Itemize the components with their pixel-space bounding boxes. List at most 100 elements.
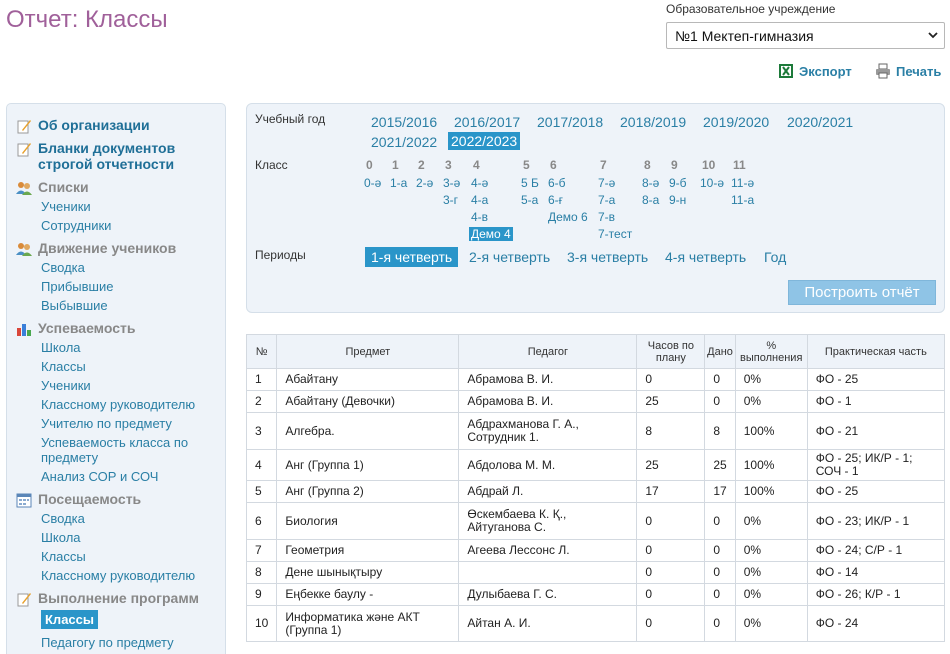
sidebar-category-forms[interactable]: Бланки документов строгой отчетности (16, 140, 216, 172)
sidebar-category-organization[interactable]: Об организации (16, 117, 150, 134)
class-option[interactable]: 5-а (521, 193, 539, 207)
sidebar-item-staff[interactable]: Сотрудники (41, 218, 112, 233)
class-option[interactable]: 7-а (598, 193, 616, 207)
class-option[interactable]: 9-н (669, 193, 687, 207)
grade-header: 5 (523, 158, 530, 172)
class-option[interactable]: 9-б (669, 176, 687, 190)
table-cell: Абрамова В. И. (458, 390, 638, 413)
sidebar: Об организации Бланки документов строгой… (6, 103, 226, 654)
period-option-selected[interactable]: 1-я четверть (365, 247, 459, 267)
table-row: 2 Абайтану (Девочки) Абрамова В. И. 25 0 0% ФО… (245, 390, 946, 413)
table-cell: ФО - 24; С/Р - 1 (806, 539, 946, 562)
sidebar-item-left[interactable]: Выбывшие (41, 298, 108, 313)
table-cell: ФО - 26; К/Р - 1 (806, 583, 946, 606)
class-option-selected[interactable]: Демо 4 (469, 227, 513, 241)
year-option[interactable]: 2017/2018 (537, 114, 604, 130)
year-option[interactable]: 2019/2020 (703, 114, 770, 130)
table-cell: Анг (Группа 1) (276, 449, 460, 481)
class-option[interactable]: 2-ә (416, 176, 434, 190)
year-option[interactable]: 2020/2021 (787, 114, 854, 130)
class-option[interactable]: 0-ә (364, 176, 382, 190)
class-option[interactable]: 8-ә (642, 176, 660, 190)
table-cell: 0 (704, 561, 736, 584)
print-button[interactable]: Печать (875, 63, 941, 79)
sidebar-item-attendance-classes[interactable]: Классы (41, 549, 86, 564)
grade-header: 3 (445, 158, 452, 172)
build-report-button[interactable]: Построить отчёт (788, 280, 936, 305)
year-option[interactable]: 2021/2022 (371, 134, 438, 150)
class-option[interactable]: 8-а (642, 193, 660, 207)
class-option[interactable]: 3-ә (443, 176, 461, 190)
year-option[interactable]: 2015/2016 (371, 114, 438, 130)
column-header: Дано (704, 334, 736, 369)
sidebar-item-attendance-summary[interactable]: Сводка (41, 511, 85, 526)
table-cell: 6 (245, 502, 278, 540)
column-header: Предмет (276, 334, 460, 369)
users-icon (16, 243, 32, 256)
table-row: 9 Еңбекке баулу - Дулыбаева Г. С. 0 0 0% ФО - … (245, 583, 946, 606)
year-label: Учебный год (255, 112, 326, 126)
class-option[interactable]: 7-в (598, 210, 616, 224)
class-option[interactable]: 4-а (471, 193, 489, 207)
year-option[interactable]: 2018/2019 (620, 114, 687, 130)
class-option[interactable]: 1-а (390, 176, 408, 190)
class-option[interactable]: 4-в (471, 210, 489, 224)
sidebar-item-class-subject-performance[interactable]: Успеваемость класса по предмету (41, 435, 189, 465)
table-cell: 0 (704, 583, 736, 606)
class-option[interactable]: 5 Б (521, 176, 539, 190)
sidebar-item-attendance-class-teacher[interactable]: Классному руководителю (41, 568, 196, 583)
filter-panel: Учебный год 2015/2016 2016/2017 2017/201… (246, 103, 945, 313)
class-option[interactable]: 6-б (548, 176, 566, 190)
year-option-selected[interactable]: 2022/2023 (448, 132, 521, 150)
table-cell: Абрамова В. И. (458, 368, 638, 391)
table-cell: 0 (636, 561, 706, 584)
org-select-value: №1 Мектеп-гимназия (675, 28, 814, 44)
table-cell: Алгебра. (276, 412, 460, 450)
sidebar-item-attendance-school[interactable]: Школа (41, 530, 81, 545)
class-option[interactable]: 10-ә (700, 176, 725, 190)
period-option[interactable]: 3-я четверть (567, 249, 649, 265)
export-button[interactable]: Экспорт (778, 63, 852, 79)
class-option[interactable]: 11-а (731, 193, 755, 207)
class-option[interactable]: 4-ә (471, 176, 489, 190)
class-option[interactable]: 6-ғ (548, 193, 564, 207)
table-cell: ФО - 23; ИК/Р - 1 (806, 502, 946, 540)
sidebar-item-students[interactable]: Ученики (41, 378, 91, 393)
table-cell: 8 (704, 412, 736, 450)
class-option[interactable]: 3-г (443, 193, 459, 207)
class-option[interactable]: 7-тест (598, 227, 633, 241)
class-option[interactable]: 11-ә (731, 176, 755, 190)
table-cell: 0% (734, 561, 808, 584)
sidebar-item-summary[interactable]: Сводка (41, 260, 85, 275)
table-cell: 2 (245, 390, 278, 413)
sidebar-category-movement: Движение учеников (16, 240, 176, 257)
sidebar-item-program-classes[interactable]: Классы (41, 610, 98, 629)
sidebar-item-subject-teacher[interactable]: Учителю по предмету (41, 416, 172, 431)
table-cell: 25 (704, 449, 736, 481)
sidebar-item-arrived[interactable]: Прибывшие (41, 279, 114, 294)
period-option[interactable]: Год (764, 249, 787, 265)
sidebar-item-classes[interactable]: Классы (41, 359, 86, 374)
bar-chart-icon (17, 324, 31, 336)
edit-icon (17, 120, 31, 134)
year-option[interactable]: 2016/2017 (454, 114, 521, 130)
sidebar-item-class-teacher[interactable]: Классному руководителю (41, 397, 196, 412)
table-cell: Биология (276, 502, 460, 540)
sidebar-item-program-subject-teacher[interactable]: Педагогу по предмету (41, 635, 174, 650)
column-header: Практическая часть (806, 334, 946, 369)
table-cell: 17 (636, 480, 706, 503)
grade-header: 6 (550, 158, 557, 172)
class-option[interactable]: Демо 6 (548, 210, 588, 224)
table-cell: ФО - 14 (806, 561, 946, 584)
table-cell: 0% (734, 583, 808, 606)
sidebar-item-students[interactable]: Ученики (41, 199, 91, 214)
org-select[interactable]: №1 Мектеп-гимназия (666, 22, 945, 49)
period-option[interactable]: 2-я четверть (469, 249, 551, 265)
table-cell: Анг (Группа 2) (276, 480, 460, 503)
period-option[interactable]: 4-я четверть (665, 249, 747, 265)
class-option[interactable]: 7-ә (598, 176, 616, 190)
table-cell (458, 561, 638, 584)
sidebar-item-school[interactable]: Школа (41, 340, 81, 355)
column-header: № (245, 334, 278, 369)
sidebar-item-sor-soch-analysis[interactable]: Анализ СОР и СОЧ (41, 469, 159, 484)
